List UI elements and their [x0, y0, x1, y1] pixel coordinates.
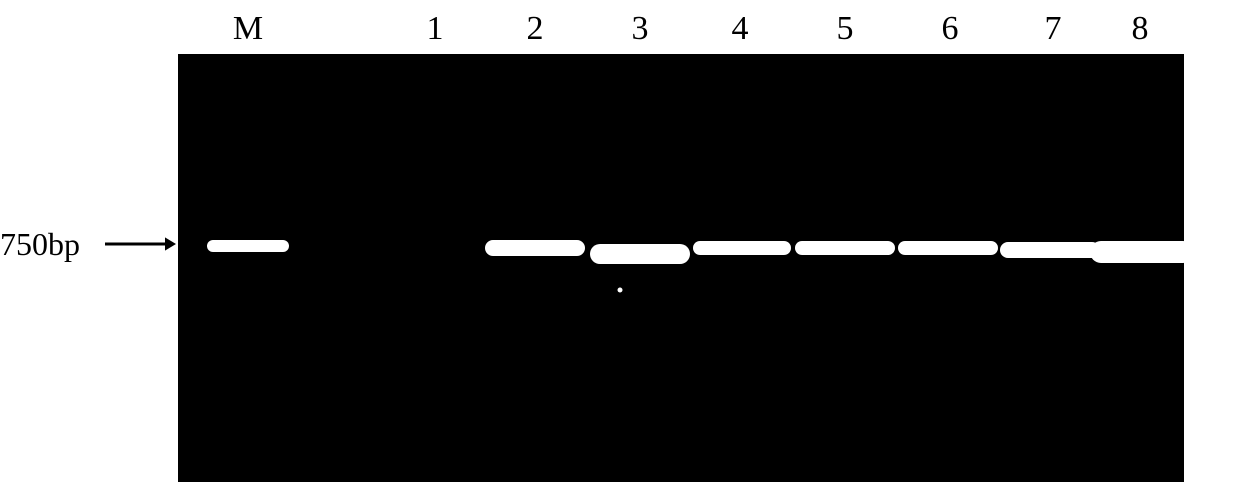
lane-label-1: 1 — [427, 10, 444, 48]
band-lane-M — [207, 240, 289, 252]
band-lane-4 — [693, 241, 791, 255]
lane-label-M: M — [233, 10, 263, 48]
artifact-dot — [618, 288, 623, 293]
band-lane-2 — [485, 240, 585, 256]
lane-label-2: 2 — [527, 10, 544, 48]
band-lane-5 — [795, 241, 895, 255]
size-marker-arrow — [94, 233, 187, 255]
size-marker-label: 750bp — [0, 226, 80, 263]
lane-label-8: 8 — [1132, 10, 1149, 48]
lane-label-6: 6 — [942, 10, 959, 48]
band-lane-8 — [1090, 241, 1194, 263]
band-lane-7 — [1000, 242, 1100, 258]
gel-figure: M 1 2 3 4 5 6 7 8 750bp — [0, 0, 1240, 500]
band-lane-6 — [898, 241, 998, 255]
lane-label-3: 3 — [632, 10, 649, 48]
lane-label-5: 5 — [837, 10, 854, 48]
band-lane-3 — [590, 244, 690, 264]
gel-area — [178, 54, 1184, 482]
lane-label-4: 4 — [732, 10, 749, 48]
lane-label-7: 7 — [1045, 10, 1062, 48]
